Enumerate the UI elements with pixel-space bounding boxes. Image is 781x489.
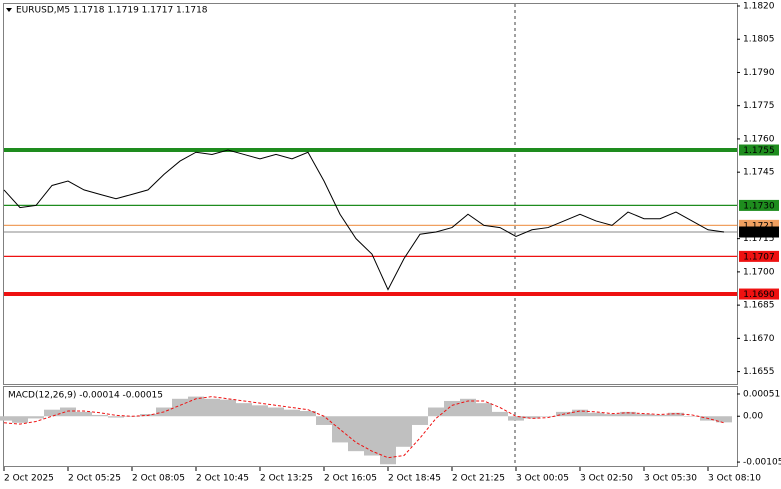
x-tick-label: 3 Oct 05:30: [644, 474, 697, 484]
macd-bar: [108, 416, 124, 418]
price-level-label: 1.1707: [743, 252, 775, 262]
price-line: [3, 149, 725, 291]
macd-title: MACD(12,26,9) -0.00014 -0.00015: [8, 391, 163, 401]
macd-bar: [364, 416, 380, 456]
price-level-label: 1.1721: [743, 221, 775, 231]
y-tick-label: 1.1760: [743, 134, 775, 144]
price-level-tag: [739, 144, 779, 156]
y-tick-label: -0.00105: [743, 458, 781, 468]
x-tick-label: 3 Oct 08:10: [708, 474, 761, 484]
y-tick-label: 1.1820: [743, 1, 775, 11]
macd-bar: [476, 403, 492, 417]
price-level-label: 1.1755: [743, 146, 775, 156]
chart-title: EURUSD,M5 1.1718 1.1719 1.1717 1.1718: [16, 6, 208, 16]
macd-bar: [76, 411, 92, 417]
y-tick-label: 0.00051: [743, 389, 780, 399]
macd-bar: [348, 416, 364, 452]
x-tick-label: 3 Oct 02:50: [580, 474, 633, 484]
macd-bar: [204, 398, 220, 417]
macd-bar: [492, 411, 508, 417]
collapse-arrow: [6, 8, 12, 12]
macd-bar: [284, 409, 300, 417]
macd-bar: [588, 412, 604, 417]
macd-bar: [412, 416, 428, 425]
price-panel-frame: [3, 3, 738, 385]
price-level-tag: [739, 199, 779, 211]
macd-bar: [300, 411, 316, 417]
macd-bar: [540, 416, 556, 417]
x-tick-label: 2 Oct 18:45: [388, 474, 441, 484]
macd-bar: [380, 416, 396, 465]
signal-line: [3, 396, 725, 459]
macd-bar: [636, 414, 652, 417]
macd-bar: [12, 416, 28, 423]
macd-bar: [28, 416, 44, 419]
macd-bar: [572, 409, 588, 417]
x-tick-label: 2 Oct 05:25: [68, 474, 121, 484]
macd-bar: [252, 405, 268, 417]
macd-bar: [44, 409, 60, 417]
price-level-label: 1.1690: [743, 290, 775, 300]
macd-panel-frame: [3, 386, 738, 467]
macd-bar: [236, 403, 252, 417]
x-tick-label: 2 Oct 10:45: [196, 474, 249, 484]
macd-bar: [188, 396, 204, 417]
macd-bar: [428, 407, 444, 417]
macd-bar: [652, 414, 668, 417]
macd-bar: [684, 416, 700, 417]
macd-bar: [172, 398, 188, 417]
macd-bar: [332, 416, 348, 443]
macd-bar: [268, 407, 284, 417]
price-level-tag: [739, 288, 779, 300]
macd-bar: [396, 416, 412, 447]
macd-bar: [220, 399, 236, 417]
macd-bar: [444, 400, 460, 417]
macd-bar: [524, 416, 540, 419]
y-tick-label: 0.00: [743, 412, 763, 422]
y-tick-label: 1.1805: [743, 35, 775, 45]
y-tick-label: 1.1685: [743, 301, 775, 311]
x-tick-label: 2 Oct 13:25: [260, 474, 313, 484]
macd-bar: [316, 416, 332, 425]
x-tick-label: 2 Oct 08:05: [132, 474, 185, 484]
x-tick-label: 2 Oct 2025: [4, 474, 54, 484]
macd-bar: [92, 414, 108, 417]
price-level-label: 1.1718: [743, 228, 775, 238]
price-level-tag: [739, 219, 779, 231]
macd-bar: [604, 414, 620, 417]
x-tick-label: 2 Oct 21:25: [452, 474, 505, 484]
macd-bar: [460, 398, 476, 417]
y-tick-label: 1.1745: [743, 168, 775, 178]
price-level-tag: [739, 226, 779, 238]
macd-bar: [60, 407, 76, 417]
macd-bar: [668, 412, 684, 417]
y-tick-label: 1.1700: [743, 267, 775, 277]
x-tick-label: 2 Oct 16:05: [324, 474, 377, 484]
y-tick-label: 1.1790: [743, 68, 775, 78]
macd-bar: [716, 416, 732, 423]
macd-bar: [620, 411, 636, 417]
y-tick-label: 1.1715: [743, 234, 775, 244]
y-tick-label: 1.1670: [743, 334, 775, 344]
price-level-label: 1.1730: [743, 201, 775, 211]
macd-bar: [508, 416, 524, 421]
y-tick-label: 1.1775: [743, 101, 775, 111]
x-tick-label: 3 Oct 00:05: [516, 474, 569, 484]
macd-bar: [0, 416, 12, 421]
price-level-tag: [739, 250, 779, 262]
y-tick-label: 1.1655: [743, 367, 775, 377]
